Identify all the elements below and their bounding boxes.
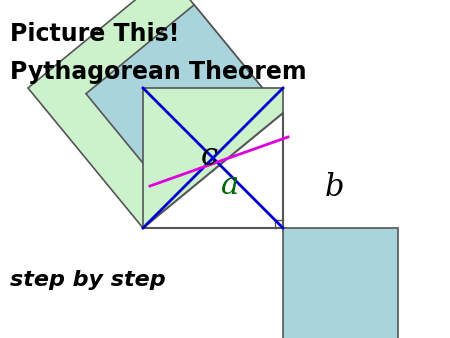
Polygon shape — [143, 113, 283, 228]
Polygon shape — [86, 5, 283, 202]
Text: b: b — [325, 172, 345, 203]
Text: a: a — [221, 170, 239, 201]
Text: Picture This!: Picture This! — [10, 22, 180, 46]
Polygon shape — [28, 0, 283, 228]
Text: c: c — [201, 141, 218, 172]
Text: step by step: step by step — [10, 270, 166, 290]
Text: Pythagorean Theorem: Pythagorean Theorem — [10, 60, 306, 84]
Polygon shape — [283, 228, 398, 338]
Polygon shape — [143, 88, 283, 228]
